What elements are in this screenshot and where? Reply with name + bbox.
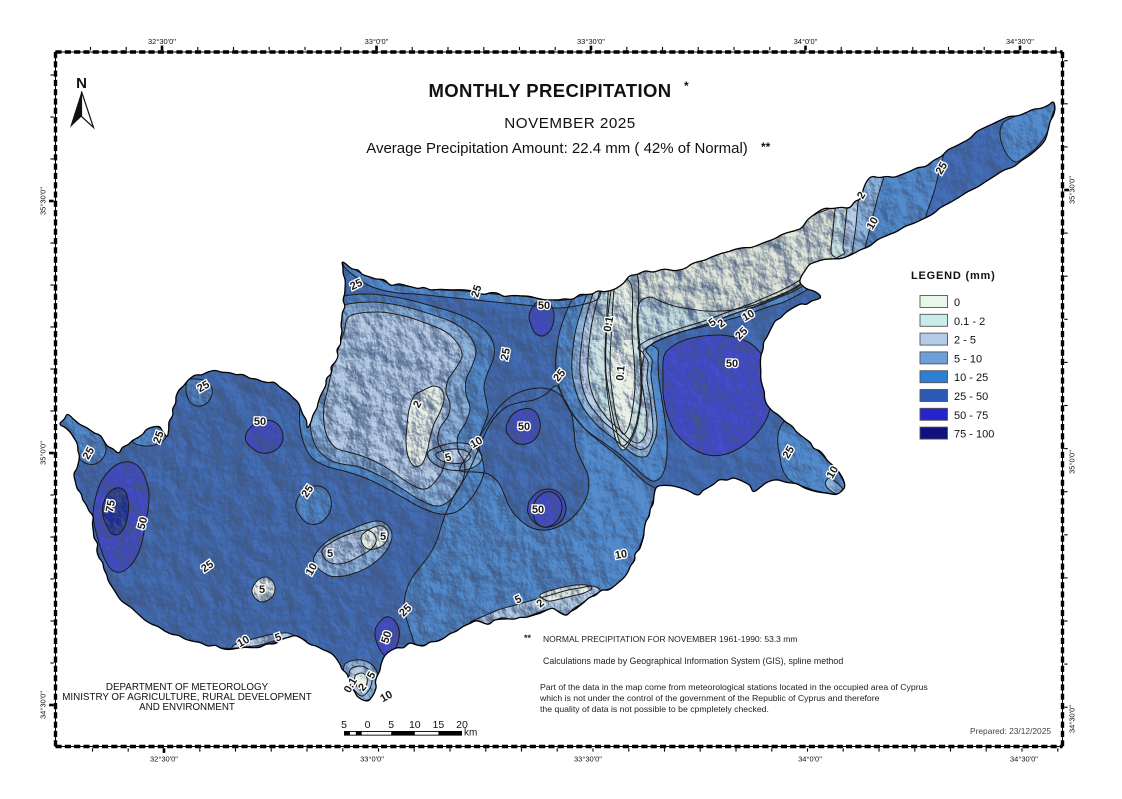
svg-text:Calculations made by Geographi: Calculations made by Geographical Inform… [543,656,843,666]
svg-text:5: 5 [380,531,386,543]
svg-text:34°30'0": 34°30'0" [1010,755,1038,764]
svg-text:34°30'0": 34°30'0" [1068,705,1077,733]
svg-text:0: 0 [365,719,371,731]
svg-text:32°30'0": 32°30'0" [148,37,176,46]
svg-text:34°0'0": 34°0'0" [794,37,818,46]
svg-text:15: 15 [433,719,445,731]
svg-text:MONTHLY PRECIPITATION: MONTHLY PRECIPITATION [428,80,671,101]
svg-text:33°0'0": 33°0'0" [365,37,389,46]
svg-text:50: 50 [136,516,151,531]
svg-text:75: 75 [104,499,118,513]
svg-text:35°30'0": 35°30'0" [39,187,48,215]
svg-text:km: km [464,728,477,739]
svg-text:33°0'0": 33°0'0" [360,755,384,764]
svg-text:50: 50 [518,421,530,433]
svg-text:*: * [684,79,689,93]
svg-text:0.1: 0.1 [602,316,616,333]
svg-text:25 - 50: 25 - 50 [954,391,988,403]
svg-text:25: 25 [469,284,484,299]
svg-text:which is not under the control: which is not under the control of the go… [539,693,880,703]
svg-text:LEGEND (mm): LEGEND (mm) [911,270,996,282]
svg-text:DEPARTMENT OF METEOROLOGY: DEPARTMENT OF METEOROLOGY [106,682,269,693]
svg-text:25: 25 [151,430,166,446]
svg-text:34°30'0": 34°30'0" [39,691,48,719]
svg-text:50: 50 [379,630,394,645]
svg-text:NOVEMBER 2025: NOVEMBER 2025 [504,115,635,132]
svg-text:0: 0 [954,297,960,309]
svg-text:5: 5 [388,719,394,731]
svg-text:5: 5 [259,584,265,596]
svg-text:0.1: 0.1 [614,365,627,381]
svg-text:2 - 5: 2 - 5 [954,335,976,347]
svg-text:33°30'0": 33°30'0" [574,755,602,764]
svg-text:10: 10 [614,548,628,562]
svg-text:33°30'0": 33°30'0" [577,37,605,46]
svg-text:AND ENVIRONMENT: AND ENVIRONMENT [139,702,235,713]
svg-text:5: 5 [444,451,453,464]
svg-text:5: 5 [341,719,347,731]
svg-text:5: 5 [327,548,333,560]
svg-text:Part of the data in the map co: Part of the data in the map come from me… [540,682,928,692]
svg-text:50: 50 [254,416,266,428]
svg-text:N: N [76,75,87,92]
svg-text:34°0'0": 34°0'0" [798,755,822,764]
svg-text:10: 10 [409,719,421,731]
svg-text:Average Precipitation Amount:: Average Precipitation Amount: 22.4 mm ( … [366,140,748,157]
svg-text:10 - 25: 10 - 25 [954,372,988,384]
svg-text:35°0'0": 35°0'0" [1068,450,1077,474]
svg-text:35°30'0": 35°30'0" [1068,176,1077,204]
svg-text:NORMAL PRECIPITATION FOR NOVEM: NORMAL PRECIPITATION FOR NOVEMBER 1961-1… [543,634,797,644]
svg-text:the quality of data is not pos: the quality of data is not possible to b… [540,704,769,714]
svg-text:5 - 10: 5 - 10 [954,353,982,365]
svg-text:32°30'0": 32°30'0" [150,755,178,764]
svg-text:25: 25 [499,347,513,361]
svg-text:35°0'0": 35°0'0" [39,441,48,465]
svg-text:50 - 75: 50 - 75 [954,410,988,422]
svg-text:50: 50 [538,300,550,312]
svg-text:20: 20 [456,719,468,731]
svg-text:34°30'0": 34°30'0" [1006,37,1034,46]
svg-text:**: ** [761,140,771,154]
svg-text:50: 50 [532,504,544,516]
svg-text:Prepared: 23/12/2025: Prepared: 23/12/2025 [970,726,1051,736]
svg-text:75 - 100: 75 - 100 [954,429,994,441]
svg-text:**: ** [524,633,532,643]
svg-text:MINISTRY OF AGRICULTURE, RURAL: MINISTRY OF AGRICULTURE, RURAL DEVELOPME… [62,692,312,703]
svg-text:0.1 - 2: 0.1 - 2 [954,316,985,328]
svg-text:50: 50 [726,358,738,370]
